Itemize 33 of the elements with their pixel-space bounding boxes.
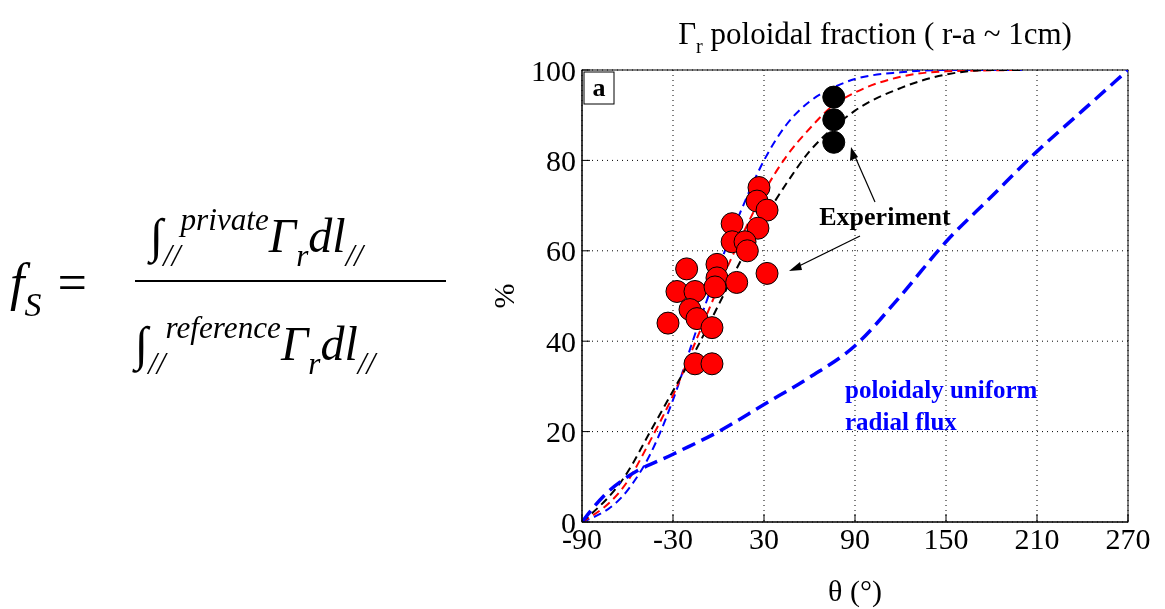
x-tick-label: -30 [653,522,693,556]
text: f$_{S}$ = [10,254,90,323]
annotation: a [592,73,606,102]
x-tick-label: 90 [840,522,870,556]
text: ∫$_{//}$$^{reference}$Γ$_{r}$dl$_{//}$ [132,310,379,382]
annotation: Experiment [819,202,952,231]
y-tick-label: 40 [546,324,576,358]
point [675,257,699,281]
point [725,270,749,294]
x-tick-label: 210 [1014,522,1060,556]
y-tick-label: 100 [531,53,576,87]
x-axis-title: θ (°) [828,574,882,608]
y-tick-label: 20 [546,415,576,449]
x-tick-label: 30 [749,522,779,556]
x-tick-label: 270 [1105,522,1151,556]
y-tick-label: 60 [546,234,576,268]
x-tick-label: 150 [923,522,969,556]
point [735,239,759,263]
point [700,316,724,340]
point [822,130,846,154]
point [656,311,680,335]
series-label: poloidaly uniform radial flux [845,376,1038,435]
point [703,275,727,299]
point [822,108,846,132]
y-tick-label: 80 [546,144,576,178]
chart-title: Γ$_{r}$ poloidal fraction ( r-a ~ 1cm) [678,16,1072,58]
point [746,216,770,240]
point [755,261,779,285]
point [822,85,846,109]
y-axis-title: % [487,283,520,309]
point [700,352,724,376]
text: ∫$_{//}$$^{private}$Γ$_{r}$dl$_{//}$ [147,202,367,274]
point [755,198,779,222]
